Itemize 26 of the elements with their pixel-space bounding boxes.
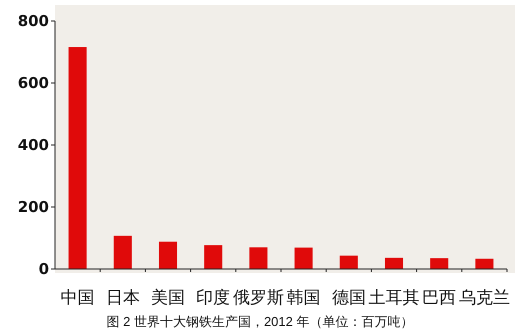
bar <box>204 245 222 269</box>
bar <box>384 258 404 269</box>
bar <box>294 248 313 269</box>
x-tick-label: 土耳其 <box>368 288 420 307</box>
bar <box>249 247 268 269</box>
y-tick-label: 0 <box>38 260 49 278</box>
x-tick-label: 日本 <box>106 288 140 307</box>
bar <box>475 258 494 269</box>
x-tick-label: 俄罗斯 <box>232 288 284 307</box>
bar <box>340 256 358 269</box>
y-tick-label: 400 <box>18 136 49 154</box>
x-tick-label: 德国 <box>332 288 366 307</box>
bar <box>114 236 132 269</box>
caption: 图 2 世界十大钢铁生产国，2012 年（单位：百万吨） <box>106 314 414 329</box>
x-tick-label: 巴西 <box>422 288 456 307</box>
y-tick-label: 600 <box>18 74 49 92</box>
x-tick-label: 乌克兰 <box>458 288 510 307</box>
bar <box>68 47 87 269</box>
x-tick-label: 美国 <box>151 288 185 307</box>
x-tick-label: 印度 <box>196 288 230 307</box>
y-tick-label: 200 <box>18 198 49 216</box>
x-tick-label: 韩国 <box>286 288 321 307</box>
bar <box>430 258 448 269</box>
y-tick-label: 800 <box>18 12 49 30</box>
x-tick-label: 中国 <box>60 288 95 307</box>
bar <box>158 242 178 269</box>
